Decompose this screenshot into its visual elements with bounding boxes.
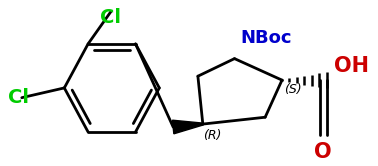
Text: Cl: Cl <box>100 8 121 27</box>
Polygon shape <box>172 120 203 134</box>
Text: OH: OH <box>335 56 369 76</box>
Text: Cl: Cl <box>8 88 29 107</box>
Text: (S): (S) <box>284 83 302 96</box>
Text: (R): (R) <box>203 129 221 142</box>
Text: O: O <box>314 142 332 162</box>
Text: NBoc: NBoc <box>240 29 292 47</box>
